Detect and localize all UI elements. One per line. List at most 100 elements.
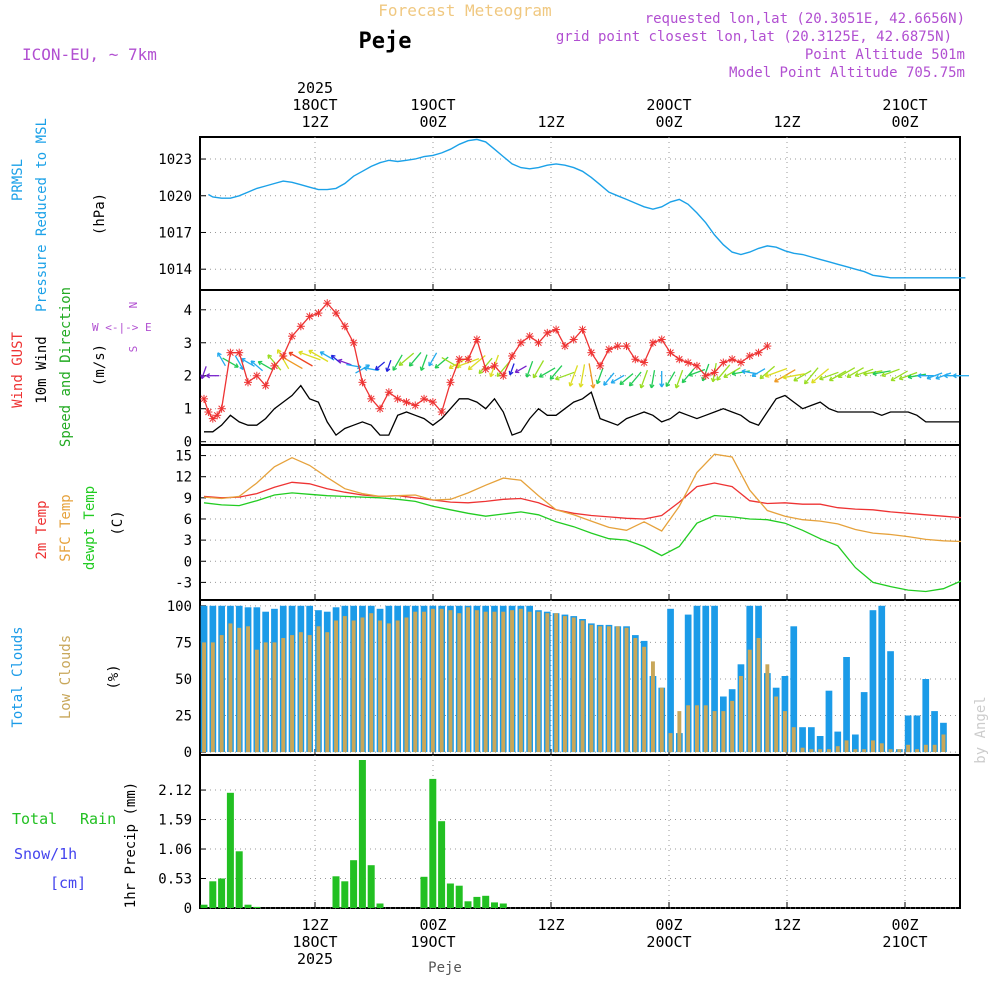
gust-marker-d2 — [218, 405, 225, 413]
wind-arrow-head — [881, 375, 886, 378]
wind-arrow-shaft — [935, 372, 952, 380]
gust-marker — [657, 335, 666, 344]
wind-arrow — [568, 365, 579, 387]
gust-marker — [560, 342, 569, 351]
low-cloud-bar — [448, 610, 453, 752]
total-cloud-bar — [711, 605, 718, 752]
bottom-time-label: 00Z — [419, 916, 446, 934]
low-cloud-bar — [642, 646, 647, 753]
wind-arrow-head — [716, 378, 721, 381]
wind-arrow-head — [201, 375, 206, 380]
rain-bar — [491, 902, 498, 908]
top-time-label: 00Z — [655, 113, 682, 131]
wind-arrow — [525, 360, 534, 378]
temp-title-dewpt: dewpt Temp — [82, 486, 98, 570]
gust-marker — [349, 338, 358, 347]
wind-arrow — [250, 360, 264, 372]
low-cloud-bar — [290, 635, 294, 753]
low-cloud-bar — [853, 749, 858, 753]
wind-arrow-head — [640, 384, 645, 389]
low-cloud-bar — [545, 613, 550, 753]
y-tick-label-temperature: 9 — [184, 491, 192, 507]
wind-arrow-shaft — [765, 367, 788, 378]
top-time-label: 00Z — [891, 113, 918, 131]
total-cloud-bar — [790, 626, 798, 753]
gust-marker-d2 — [499, 372, 507, 380]
gust-marker — [710, 368, 719, 377]
low-cloud-bar — [932, 744, 937, 753]
wind-arrow-head — [478, 371, 484, 375]
wind-arrow-shaft — [257, 361, 274, 371]
wind-arrow-head — [596, 380, 601, 385]
gust-marker-d2 — [684, 359, 692, 366]
compass-we: W <-|-> E — [92, 321, 152, 334]
gust-marker — [384, 388, 393, 397]
wind-arrow — [217, 352, 226, 367]
gust-marker-d2 — [614, 342, 622, 350]
wind-arrow-shaft — [675, 369, 684, 389]
low-cloud-bar — [281, 638, 286, 753]
wind-arrow-head — [363, 367, 368, 371]
gust-marker — [208, 414, 217, 423]
wind-arrow — [649, 370, 656, 389]
wind-arrow — [665, 371, 676, 387]
wind-arrow-head — [308, 350, 312, 355]
wind-arrow-shaft — [308, 349, 329, 363]
wind-arrow — [811, 368, 830, 384]
wind-arrow — [578, 364, 586, 388]
y-tick-label-precip: 1.59 — [158, 813, 192, 829]
wind-arrow-head — [661, 383, 665, 388]
total-cloud-bar — [904, 715, 912, 753]
rain-bar — [209, 881, 217, 908]
gust-marker-d2 — [271, 362, 278, 370]
compass-n: N — [127, 302, 140, 309]
top-time-label: 20OCT — [646, 96, 691, 114]
wind-arrow — [554, 371, 575, 381]
low-cloud-bar — [307, 635, 312, 753]
wind-arrow-shaft — [555, 371, 575, 380]
gust-marker — [613, 342, 622, 351]
gust-marker-d2 — [737, 359, 745, 366]
wind-arrow-head — [926, 377, 932, 380]
y-tick-label-clouds: 50 — [175, 672, 192, 688]
gust-marker-d2 — [315, 309, 322, 317]
low-cloud-bar — [712, 711, 717, 752]
y-tick-label-temperature: 3 — [184, 533, 192, 549]
wind-arrow-shaft — [899, 371, 918, 380]
wind-arrow — [890, 370, 908, 382]
y-tick-label-wind: 3 — [184, 336, 192, 352]
wind-arrow-shaft — [398, 352, 415, 366]
gust-marker — [446, 378, 455, 387]
gust-marker-d2 — [543, 329, 551, 337]
gust-marker-d2 — [235, 349, 243, 357]
wind-arrow-shaft — [751, 368, 766, 377]
wind-arrow-head — [375, 368, 380, 371]
gust-marker — [455, 355, 464, 364]
wind-arrow-shaft — [409, 351, 422, 367]
wind-arrow — [723, 367, 741, 378]
gust-marker — [587, 348, 596, 357]
gust-marker — [684, 358, 693, 367]
gust-marker-d2 — [552, 326, 560, 333]
gust-marker — [754, 348, 763, 357]
gust-marker-d2 — [508, 352, 516, 360]
gust-marker — [472, 335, 481, 344]
wind-arrow — [952, 373, 969, 379]
wind-arrow-head — [804, 381, 809, 385]
top-time-label: 2025 — [297, 79, 333, 97]
wind-arrow-head — [811, 381, 816, 384]
gust-marker-d2 — [658, 336, 666, 343]
gust-marker — [332, 309, 341, 318]
wind-arrow — [200, 366, 207, 380]
wind-arrow-head — [819, 378, 824, 381]
gust-marker-d2 — [367, 395, 375, 403]
wind-arrow — [716, 364, 731, 381]
wind-arrow-head — [550, 377, 555, 380]
gust-marker — [525, 332, 534, 341]
low-cloud-bar — [800, 747, 805, 753]
wind-arrow — [374, 361, 386, 371]
low-cloud-bar — [298, 632, 303, 753]
panel-temperature — [199, 444, 961, 601]
pressure-line — [208, 138, 966, 279]
y-tick-label-clouds: 0 — [184, 745, 192, 761]
